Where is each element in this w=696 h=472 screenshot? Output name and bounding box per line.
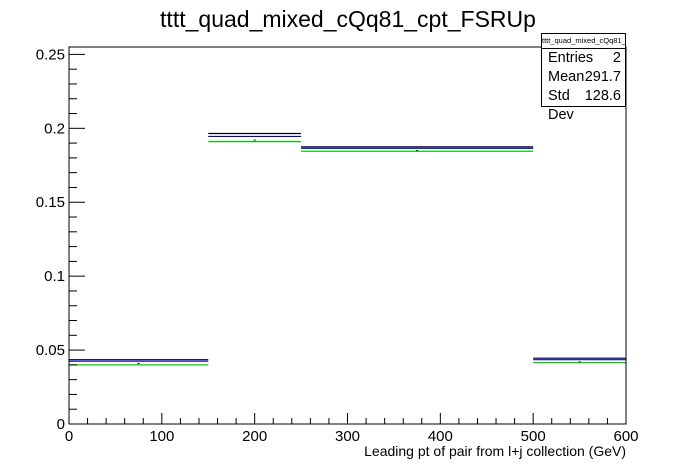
x-axis-title: Leading pt of pair from l+j collection (… [364,443,626,459]
y-tick-label: 0 [57,416,65,433]
stats-value-stddev: 128.6 [584,88,621,104]
stats-box: tttt_quad_mixed_cQq81_cpt_FSRUp Entries … [541,33,626,123]
stats-value-entries: 2 [612,50,621,66]
x-tick-label: 100 [149,428,174,445]
x-tick-label: 500 [521,428,546,445]
stats-box-title: tttt_quad_mixed_cQq81_cpt_FSRUp [542,34,625,49]
stats-row-stddev: Std Dev 128.6 [542,87,625,123]
series-layer [69,132,626,366]
stats-label-stddev: Std Dev [548,88,574,123]
stats-row-entries: Entries 2 [542,49,625,68]
y-tick-label: 0.05 [36,342,65,359]
x-tick-label: 200 [242,428,267,445]
y-tick-label: 0.2 [44,120,65,137]
stats-value-mean: 291.7 [584,69,621,85]
x-tick-label: 600 [613,428,638,445]
y-tick-label: 0.25 [36,46,65,63]
stats-label-entries: Entries [548,50,594,66]
stats-row-mean: Mean 291.7 [542,68,625,87]
stats-label-mean: Mean [548,69,585,85]
x-tick-label: 300 [335,428,360,445]
x-tick-label: 0 [65,428,73,445]
axis-layer: 0 100 200 300 400 500 600 0 0.05 0.1 0.15 0.2 0.25 [36,46,639,445]
x-tick-label: 400 [428,428,453,445]
y-tick-label: 0.1 [44,268,65,285]
chart-title: tttt_quad_mixed_cQq81_cpt_FSRUp [160,6,536,32]
y-tick-label: 0.15 [36,194,65,211]
